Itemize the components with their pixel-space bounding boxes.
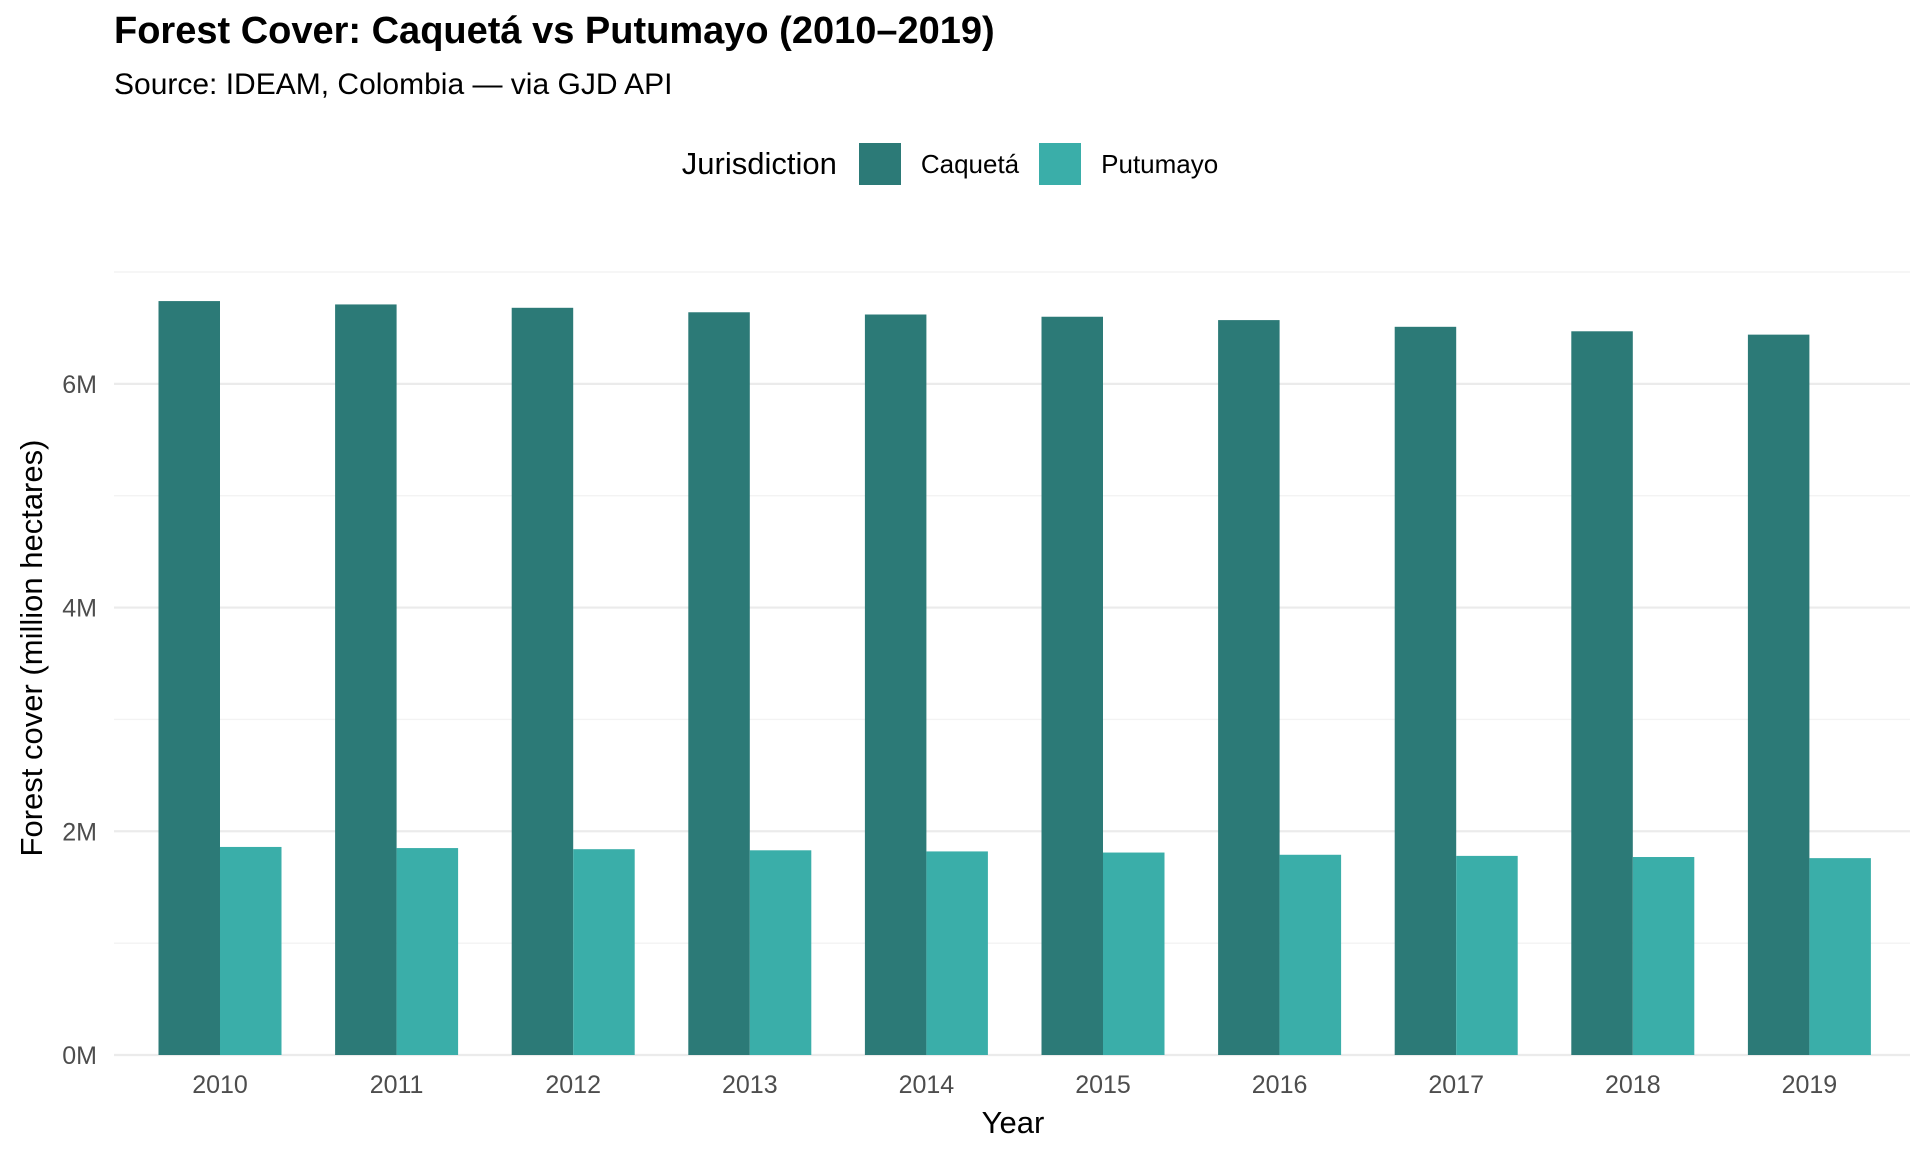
bar-putumayo-2019 [1809, 858, 1871, 1055]
chart-title: Forest Cover: Caquetá vs Putumayo (2010–… [114, 10, 995, 52]
bar-caqueta-2011 [335, 304, 397, 1055]
legend-label-caqueta: Caquetá [920, 148, 1020, 179]
bar-putumayo-2014 [926, 851, 988, 1055]
y-axis-ticks: 0M 2M 4M 6M [62, 371, 97, 1070]
bar-caqueta-2017 [1394, 326, 1457, 1055]
chart-subtitle: Source: IDEAM, Colombia — via GJD API [114, 68, 673, 101]
x-tick-label-2017: 2017 [1428, 1071, 1484, 1099]
x-tick-label-2019: 2019 [1782, 1071, 1838, 1099]
legend: Jurisdiction Caquetá Putumayo [0, 141, 1920, 187]
bar-caqueta-2014 [864, 314, 927, 1055]
x-axis-title: Year [982, 1105, 1045, 1140]
legend-item-caqueta: Caquetá [858, 143, 1020, 185]
x-tick-label-2011: 2011 [370, 1071, 424, 1099]
bar-putumayo-2016 [1279, 854, 1342, 1055]
legend-swatch-caqueta [858, 143, 901, 185]
bar-putumayo-2012 [573, 849, 635, 1055]
bar-putumayo-2011 [396, 848, 459, 1055]
legend-item-putumayo: Putumayo [1039, 143, 1218, 185]
bar-caqueta-2012 [511, 307, 574, 1055]
bars [158, 301, 1871, 1056]
x-tick-label-2013: 2013 [722, 1071, 778, 1099]
x-tick-label-2016: 2016 [1252, 1071, 1308, 1099]
bar-caqueta-2015 [1041, 316, 1103, 1055]
bar-caqueta-2010 [158, 301, 220, 1055]
bar-putumayo-2017 [1456, 855, 1518, 1055]
x-tick-label-2012: 2012 [545, 1071, 601, 1099]
bar-putumayo-2015 [1103, 852, 1165, 1055]
y-tick-label: 4M [62, 595, 97, 623]
x-axis-ticks: 2010 2011 2012 2013 2014 2015 2016 2017 2018 2019 [192, 1071, 1837, 1099]
x-tick-label-2015: 2015 [1075, 1071, 1131, 1099]
y-tick-label: 0M [62, 1042, 97, 1070]
bar-caqueta-2016 [1218, 320, 1280, 1055]
bar-putumayo-2013 [749, 850, 812, 1055]
bar-caqueta-2013 [688, 312, 750, 1056]
legend-swatch-putumayo [1039, 143, 1082, 185]
x-tick-label-2018: 2018 [1605, 1071, 1661, 1099]
x-tick-label-2014: 2014 [899, 1071, 955, 1099]
y-tick-label: 2M [62, 818, 97, 846]
x-tick-label-2010: 2010 [192, 1071, 248, 1099]
legend-label-putumayo: Putumayo [1101, 148, 1219, 179]
bar-caqueta-2019 [1747, 334, 1810, 1055]
y-axis-title: Forest cover (million hectares) [14, 440, 49, 857]
bar-putumayo-2018 [1632, 857, 1695, 1055]
bar-putumayo-2010 [220, 846, 282, 1055]
legend-title: Jurisdiction [681, 146, 837, 181]
y-tick-label: 6M [62, 371, 97, 399]
bar-caqueta-2018 [1571, 331, 1633, 1055]
